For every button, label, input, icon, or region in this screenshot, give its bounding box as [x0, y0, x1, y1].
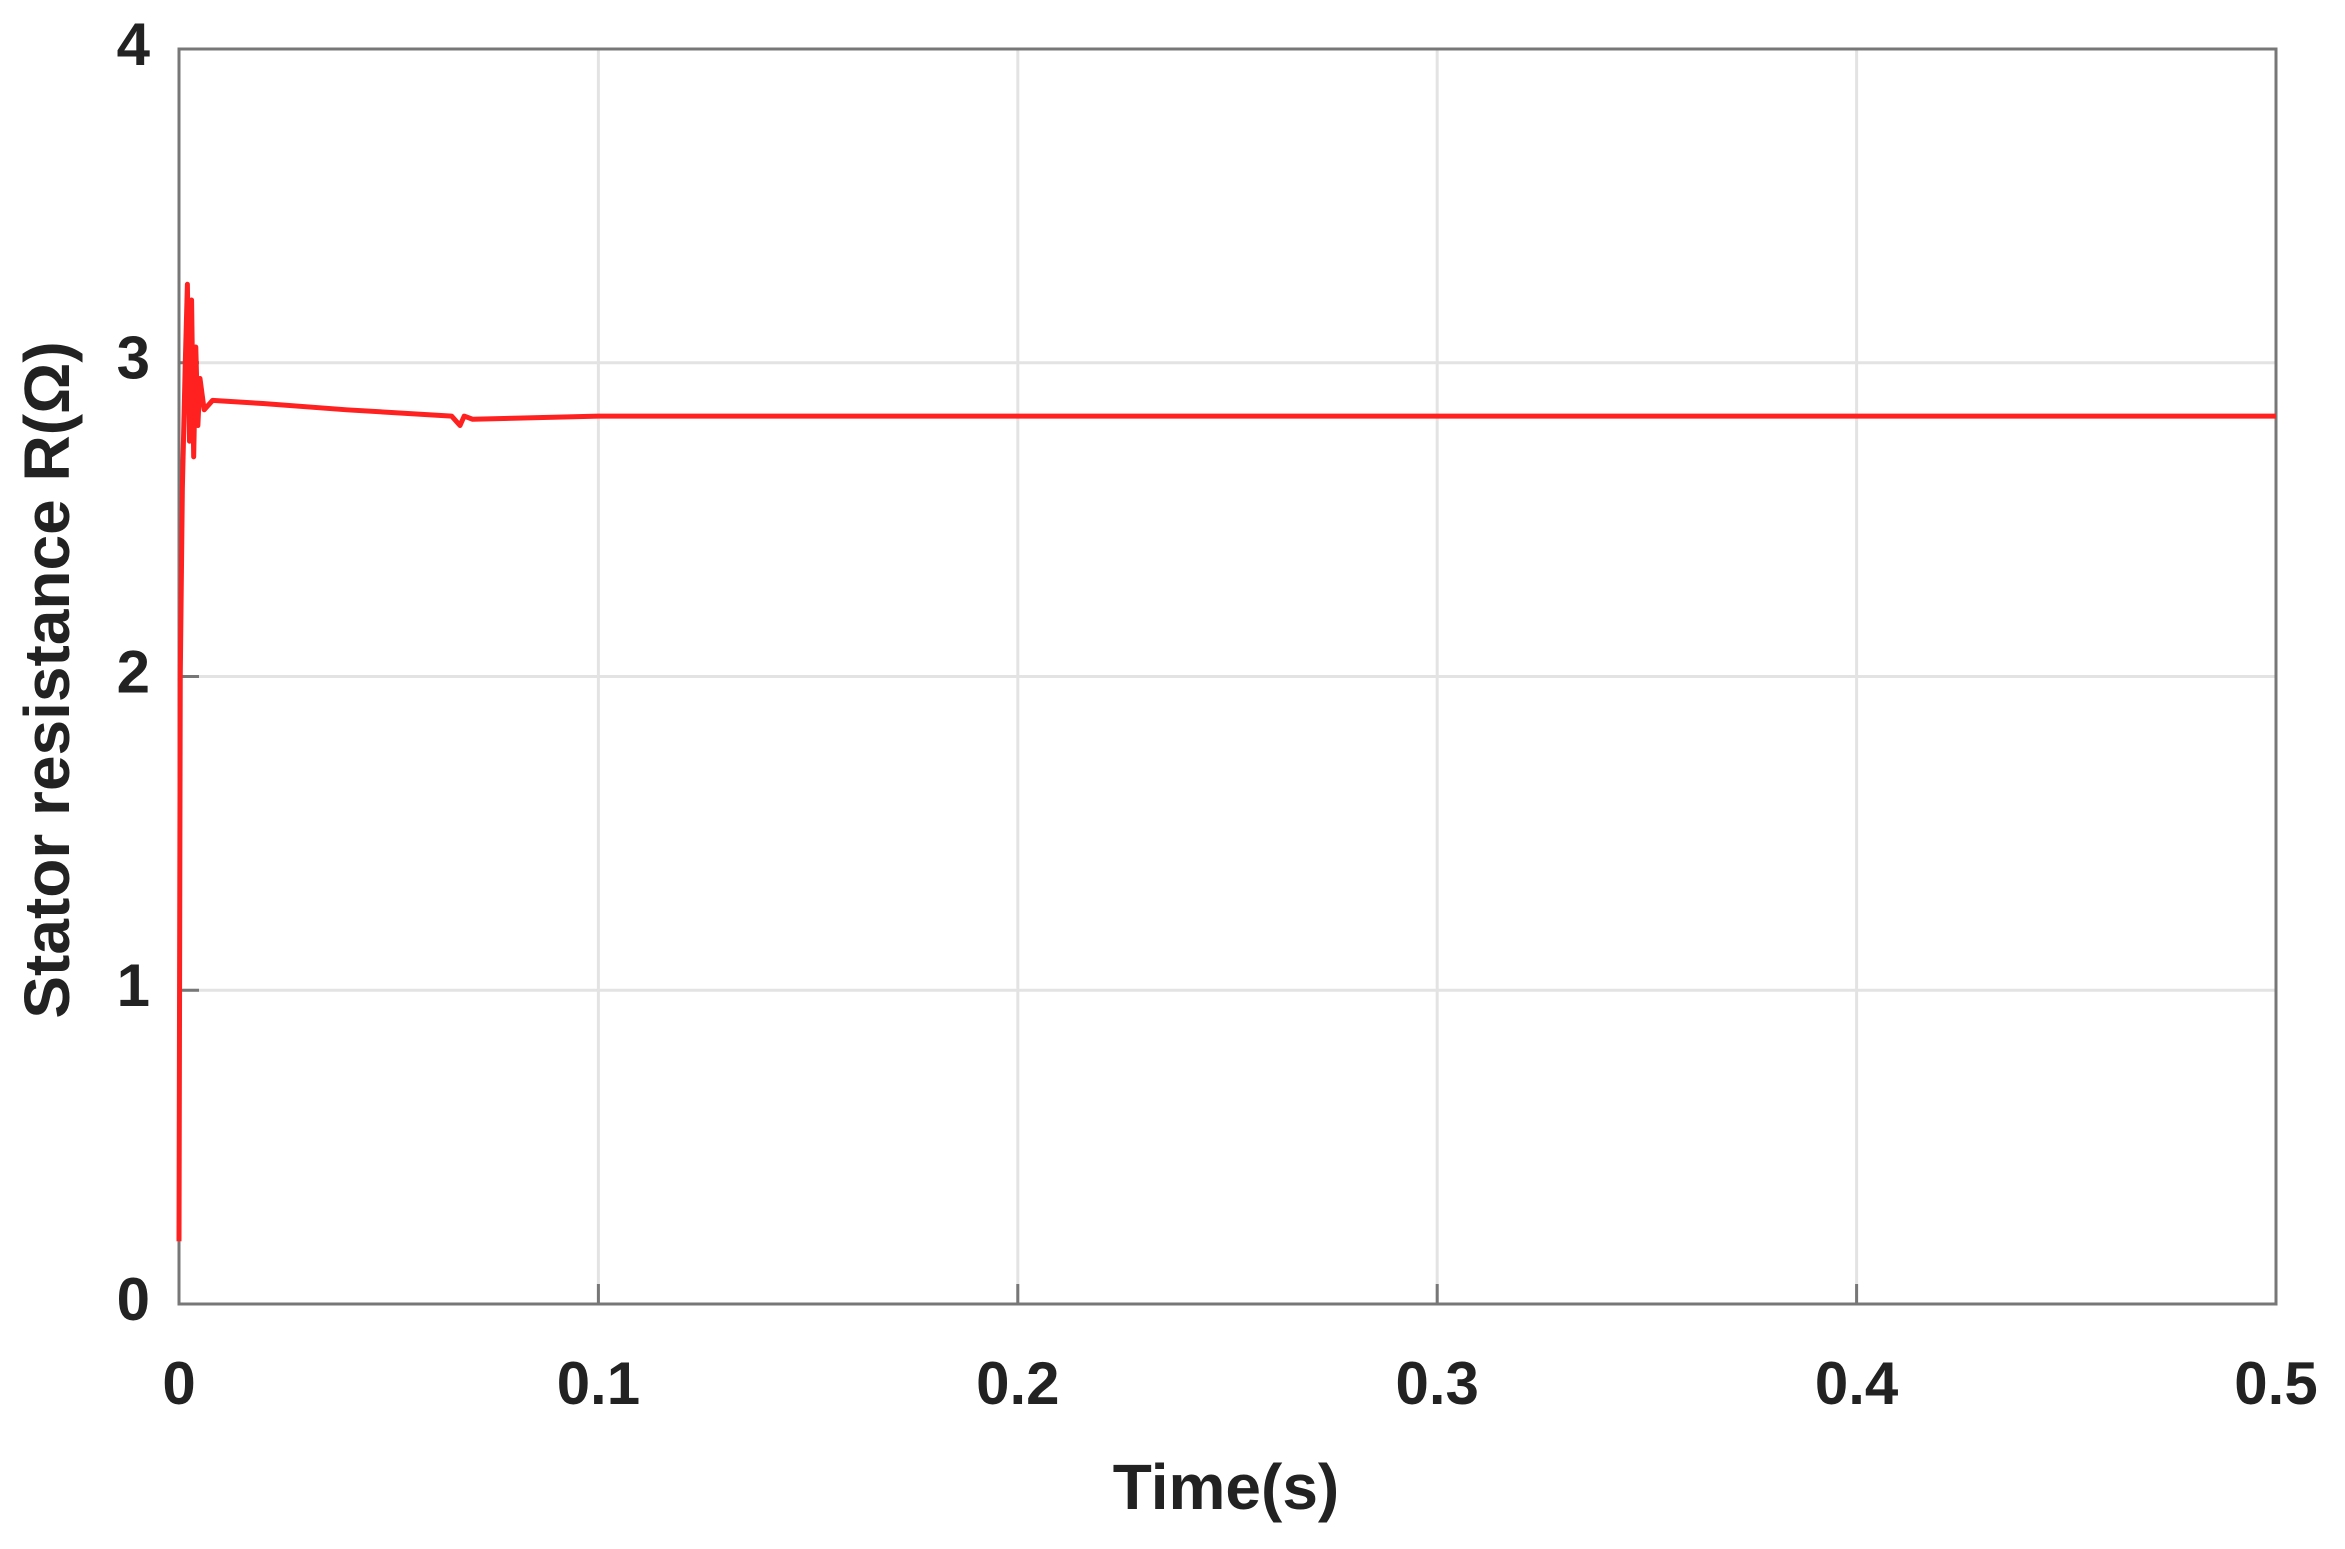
y-tick-label: 2 [117, 638, 150, 705]
y-tick-label: 4 [117, 11, 151, 78]
x-tick-label: 0.1 [557, 1350, 640, 1417]
data-line [176, 281, 2276, 1242]
x-tick-label: 0.2 [976, 1350, 1059, 1417]
y-tick-label: 3 [117, 325, 150, 392]
plot [176, 281, 2276, 1242]
x-tick-label: 0.3 [1395, 1350, 1478, 1417]
x-tick-label: 0 [162, 1350, 195, 1417]
y-tick-label: 1 [117, 952, 150, 1019]
x-tick-label: 0.4 [1815, 1350, 1899, 1417]
x-axis-label: Time(s) [1113, 1451, 1339, 1523]
x-tick-label: 0.5 [2234, 1350, 2317, 1417]
y-axis-label: Stator resistance R(Ω) [11, 341, 83, 1018]
y-tick-label: 0 [117, 1266, 150, 1333]
